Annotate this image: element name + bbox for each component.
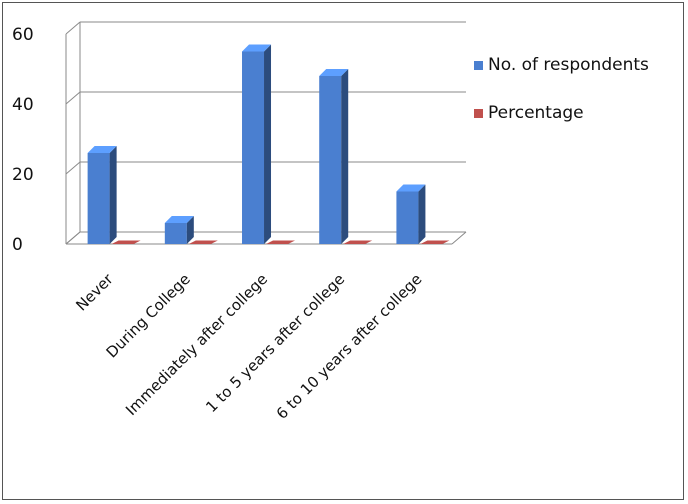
bar-top xyxy=(242,44,272,52)
bar-side xyxy=(186,216,194,244)
y-tick-label: 60 xyxy=(12,25,34,45)
x-tick-label: 6 to 10 years after college xyxy=(273,270,426,423)
legend-swatch xyxy=(474,109,483,118)
bar-side xyxy=(341,69,349,244)
legend-swatch xyxy=(474,61,483,70)
y-tick-label: 40 xyxy=(12,95,34,115)
floor-right-edge xyxy=(451,231,467,245)
bars xyxy=(87,44,450,244)
bar-front xyxy=(164,223,187,244)
bar-zero xyxy=(111,240,141,244)
x-tick-label: Immediately after college xyxy=(122,270,271,419)
bar-front xyxy=(242,51,265,244)
bar-zero xyxy=(343,240,373,244)
y-tick-label: 20 xyxy=(12,165,34,185)
bar-side xyxy=(109,146,117,244)
legend-label: Percentage xyxy=(488,103,584,123)
bar-respondents xyxy=(87,146,117,244)
y-axis-ticks: 0 20 40 60 xyxy=(12,25,34,255)
x-tick-label: 1 to 5 years after college xyxy=(202,270,348,416)
bar-respondents xyxy=(319,69,349,244)
bar-side xyxy=(418,184,426,244)
y-tick-label: 0 xyxy=(12,235,23,255)
gridline-side xyxy=(65,91,81,105)
bar-top xyxy=(87,146,117,153)
gridline-side xyxy=(65,231,81,245)
bar-respondents xyxy=(396,184,426,244)
bar-respondents xyxy=(164,216,194,244)
bar-top xyxy=(164,216,194,223)
bar-top xyxy=(396,184,426,192)
bar-top xyxy=(319,69,349,76)
legend-label: No. of respondents xyxy=(488,55,649,75)
bar-percentage xyxy=(111,240,141,244)
gridline-side xyxy=(65,161,81,175)
bar-zero xyxy=(420,240,450,244)
x-tick-label: Never xyxy=(72,270,117,315)
bar-respondents xyxy=(242,44,272,244)
bar-percentage xyxy=(343,240,373,244)
legend: No. of respondents Percentage xyxy=(474,55,649,123)
bar-zero xyxy=(266,240,296,244)
bar-front xyxy=(319,76,342,244)
bar-front xyxy=(87,153,110,244)
gridline-side xyxy=(65,21,81,35)
bar-percentage xyxy=(420,240,450,244)
bar-front xyxy=(396,191,419,244)
bar-percentage xyxy=(266,240,296,244)
bar-percentage xyxy=(188,240,218,244)
bar-zero xyxy=(188,240,218,244)
bar-side xyxy=(264,44,272,244)
